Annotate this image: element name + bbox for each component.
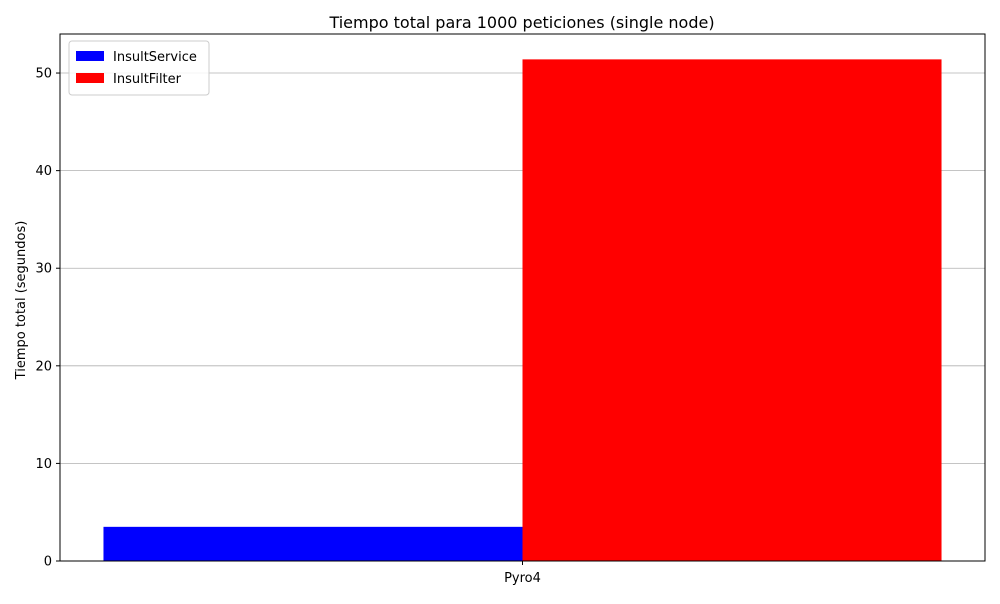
chart-title: Tiempo total para 1000 peticiones (singl… bbox=[328, 13, 714, 32]
bars bbox=[103, 59, 942, 561]
y-tick-label: 10 bbox=[35, 457, 52, 472]
bar-insultfilter bbox=[522, 59, 942, 561]
legend-swatch bbox=[76, 73, 104, 83]
y-tick-label: 0 bbox=[44, 555, 52, 570]
y-axis-ticks: 0 10 20 30 40 50 bbox=[35, 67, 60, 570]
bar-insultservice bbox=[103, 526, 523, 561]
legend-label: InsultFilter bbox=[113, 72, 182, 87]
y-tick-label: 50 bbox=[35, 67, 52, 82]
legend-label: InsultService bbox=[113, 50, 197, 65]
y-axis-label: Tiempo total (segundos) bbox=[14, 221, 29, 381]
y-tick-label: 20 bbox=[35, 359, 52, 374]
y-tick-label: 40 bbox=[35, 164, 52, 179]
x-axis-ticks: Pyro4 bbox=[504, 561, 541, 586]
y-tick-label: 30 bbox=[35, 262, 52, 277]
legend-swatch bbox=[76, 51, 104, 61]
legend: InsultService InsultFilter bbox=[68, 40, 210, 96]
x-tick-label: Pyro4 bbox=[504, 571, 541, 586]
